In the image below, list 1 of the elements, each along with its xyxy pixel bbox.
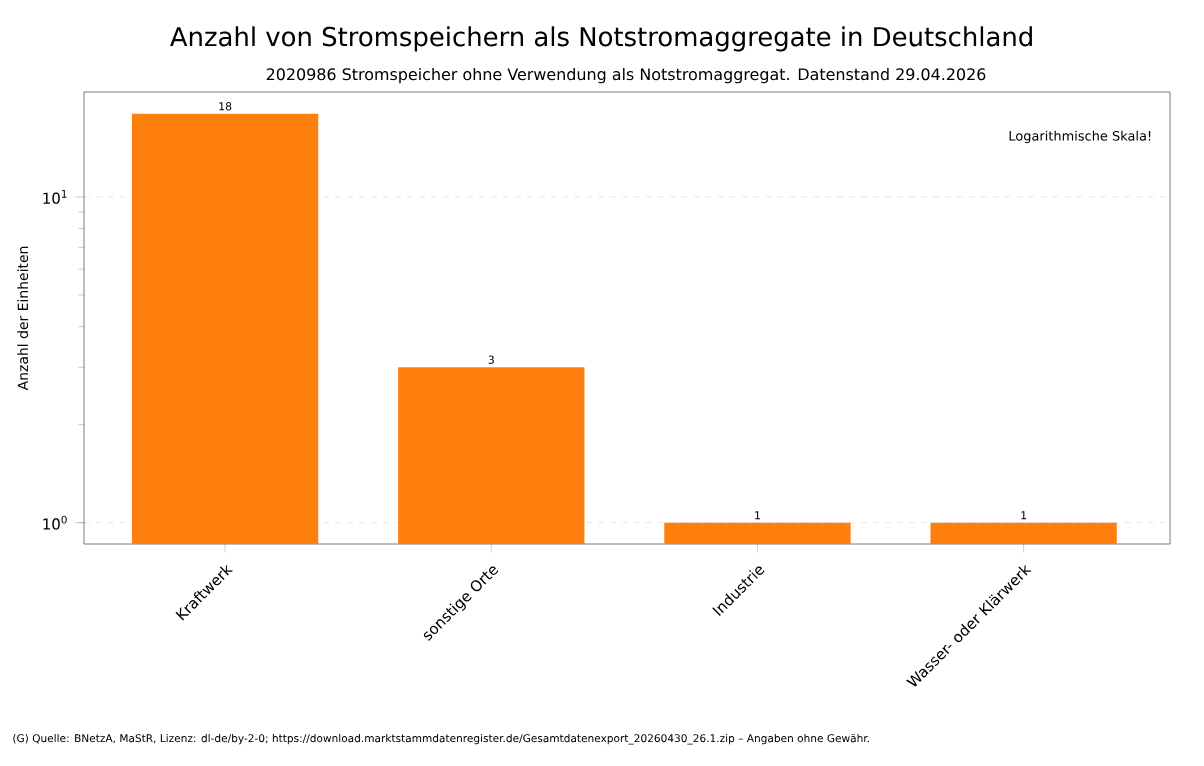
chart-title: Anzahl von Stromspeichern als Notstromaggregate in Deutschland [170, 26, 1032, 52]
